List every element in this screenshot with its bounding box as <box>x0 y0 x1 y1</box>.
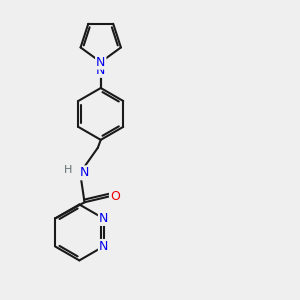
Text: N: N <box>80 166 89 179</box>
Text: O: O <box>110 190 120 203</box>
Text: N: N <box>96 64 105 77</box>
Text: N: N <box>99 240 108 253</box>
Text: N: N <box>99 212 108 225</box>
Text: N: N <box>96 56 105 69</box>
Text: H: H <box>64 165 72 175</box>
